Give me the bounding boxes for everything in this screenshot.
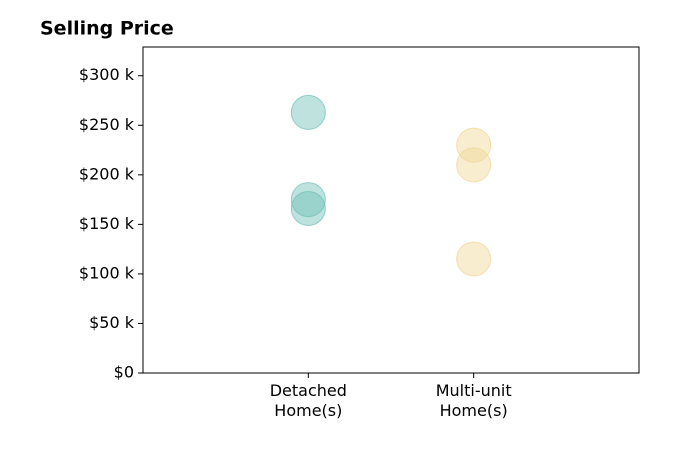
y-tick-label: $50 k [89,313,135,332]
point [456,127,492,163]
point [290,182,326,218]
y-tick-label: $0 [114,363,134,382]
plot-frame [142,46,640,374]
y-tick-label: $150 k [79,214,135,233]
chart-title: Selling Price [40,18,174,40]
point [456,147,492,183]
point [456,241,492,277]
x-tick-label: Detached Home(s) [269,381,347,420]
point [290,94,326,130]
y-tick-label: $200 k [79,164,135,183]
y-tick-label: $100 k [79,263,135,282]
x-tick-label: Multi-unit Home(s) [435,381,512,420]
point [290,191,326,227]
y-tick-label: $250 k [79,115,135,134]
y-tick-label: $300 k [79,65,135,84]
